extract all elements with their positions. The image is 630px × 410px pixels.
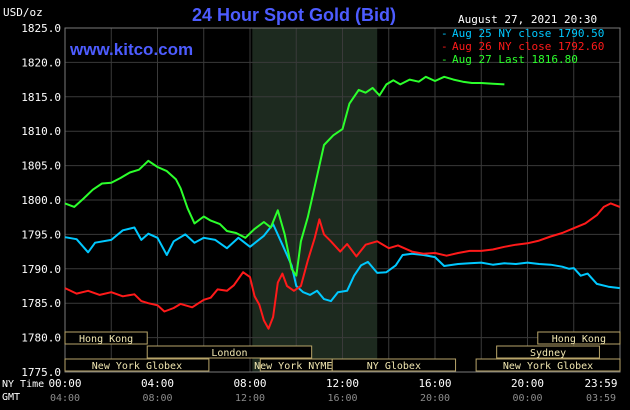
session-box [496,345,600,359]
session-label: Sydney [530,348,566,359]
session-box [64,358,210,372]
session-label: New York NYMEX [254,361,338,372]
y-tick-label: 1775.0 [21,366,61,379]
y-axis: 1775.0 1780.0 1785.0 1790.0 1795.0 1800.0 1805… [21,22,61,379]
x-tick-label-gmt: 04:00 [50,393,80,404]
x-tick-label-ny: 16:00 [418,377,451,390]
x-tick-label-gmt: 16:00 [327,393,357,404]
session-label: NY Globex [367,361,421,372]
session-label: New York Globex [92,361,182,372]
x-tick-label-gmt: 00:00 [512,393,542,404]
session-box [64,331,148,345]
unit-label: USD/oz [3,6,43,19]
y-tick-label: 1815.0 [21,91,61,104]
legend-entry: Aug 25 NY close 1790.50 [452,27,604,40]
x-tick-label-gmt: 08:00 [142,393,172,404]
x-tick-label-ny: 20:00 [511,377,544,390]
series-layer [64,75,621,330]
timestamp: August 27, 2021 20:30 [458,13,597,26]
x-tick-label-gmt: 03:59 [586,393,616,404]
x-tick-label-ny: 08:00 [233,377,266,390]
session-box [475,358,621,372]
x-axis: NY Time GMT 00:00 04:00 08:00 12:00 16:00 20:00… [2,377,618,404]
y-tick-label: 1780.0 [21,332,61,345]
gmt-axis-label: GMT [2,392,20,403]
legend-entry: Aug 26 NY close 1792.60 [452,40,604,53]
legend: - Aug 25 NY close 1790.50- Aug 26 NY close… [441,27,604,66]
watermark-url: www.kitco.com [69,40,193,59]
session-label: New York Globex [503,361,593,372]
legend-marker: - [441,40,448,53]
grid-lines [64,27,621,373]
y-tick-label: 1800.0 [21,194,61,207]
series-line-3 [64,75,505,277]
y-tick-label: 1810.0 [21,125,61,138]
series-line-1 [64,223,620,303]
market-sessions: Hong Kong Hong Kong London Sydney New York G… [64,331,621,372]
x-tick-label-ny: 00:00 [48,377,81,390]
session-box [146,345,313,359]
series-line-2 [64,202,621,330]
y-tick-label: 1805.0 [21,160,61,173]
y-tick-label: 1785.0 [21,297,61,310]
x-tick-label-gmt: 12:00 [235,393,265,404]
ny-time-axis-label: NY Time [2,379,44,390]
x-tick-label-ny: 12:00 [326,377,359,390]
y-tick-label: 1790.0 [21,263,61,276]
y-tick-label: 1795.0 [21,228,61,241]
session-label: Hong Kong [552,334,606,345]
x-tick-label-ny: 23:59 [584,377,617,390]
x-tick-label-ny: 04:00 [141,377,174,390]
session-box [331,358,457,372]
x-tick-label-gmt: 20:00 [420,393,450,404]
plot-border [64,27,621,373]
legend-marker: - [441,27,448,40]
y-tick-label: 1820.0 [21,56,61,69]
legend-marker: - [441,53,448,66]
session-label: Hong Kong [79,334,133,345]
session-box [537,331,621,345]
chart-title: 24 Hour Spot Gold (Bid) [192,5,396,25]
legend-entry: Aug 27 Last 1816.80 [452,53,578,66]
y-tick-label: 1825.0 [21,22,61,35]
session-label: London [211,348,247,359]
